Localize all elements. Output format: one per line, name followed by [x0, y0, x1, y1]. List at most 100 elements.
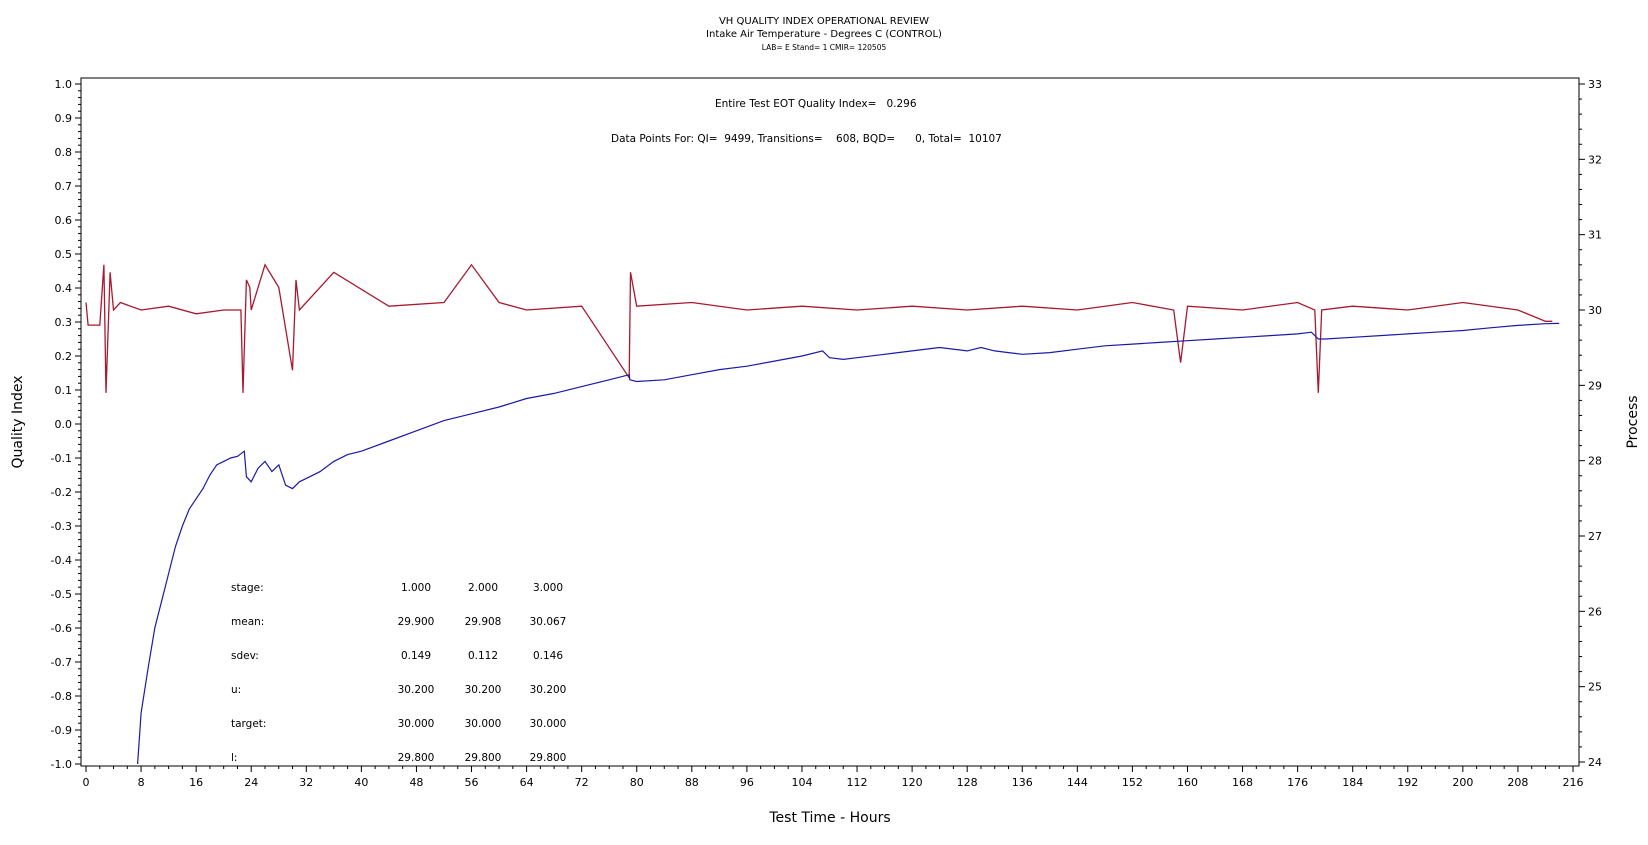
- chart-subtitle: Intake Air Temperature - Degrees C (CONT…: [706, 29, 942, 40]
- x-tick-label: 160: [1177, 776, 1198, 789]
- stats-table: stage: 1.000 2.000 3.000 mean: 29.900 29.908 30…: [231, 582, 566, 764]
- stats-row-label: u:: [231, 684, 241, 696]
- y-axis-left: 1.0 0.9 0.8 0.7 0.6 0.5 0.4 0.3 0.2 0.1 0.0 -0.1 -0.…: [51, 78, 81, 771]
- x-tick-label: 48: [409, 776, 423, 789]
- y-tick-label: -0.8: [51, 690, 72, 703]
- x-tick-label: 80: [630, 776, 644, 789]
- x-tick-label: 128: [957, 776, 978, 789]
- y2-tick-label: 24: [1588, 756, 1602, 769]
- stats-cell: 0.146: [533, 650, 563, 662]
- x-tick-label: 144: [1067, 776, 1088, 789]
- stats-cell: 1.000: [401, 582, 431, 594]
- stats-cell: 30.067: [530, 616, 567, 628]
- x-tick-label: 72: [575, 776, 589, 789]
- y-tick-label: 0.6: [55, 214, 73, 227]
- stats-cell: 30.200: [530, 684, 567, 696]
- x-tick-label: 40: [354, 776, 368, 789]
- y-tick-label: 0.1: [55, 384, 73, 397]
- chart-subtitle-lab: LAB= E Stand= 1 CMIR= 120505: [762, 43, 887, 52]
- stats-cell: 29.900: [398, 616, 435, 628]
- x-tick-label: 64: [520, 776, 534, 789]
- y-tick-label: -0.3: [51, 520, 72, 533]
- y-tick-label: -1.0: [51, 758, 72, 771]
- x-axis: 0 8 16 24 32 40 48 56 64 72 80 88 96 104 112 120 128 136 1…: [83, 766, 1584, 789]
- stats-cell: 30.000: [398, 718, 435, 730]
- x-tick-label: 8: [138, 776, 145, 789]
- y2-tick-label: 25: [1588, 681, 1602, 694]
- stats-row-label: mean:: [231, 616, 264, 628]
- y-tick-label: -0.6: [51, 622, 72, 635]
- y-tick-label: -0.4: [51, 554, 72, 567]
- x-tick-label: 184: [1342, 776, 1363, 789]
- stats-cell: 29.800: [398, 752, 435, 764]
- stats-row-label: l:: [231, 752, 237, 764]
- x-tick-label: 56: [465, 776, 479, 789]
- x-tick-label: 0: [83, 776, 90, 789]
- y-tick-label: 0.9: [55, 112, 73, 125]
- stats-row-label: target:: [231, 718, 266, 730]
- y-tick-label: 0.7: [55, 180, 73, 193]
- y-tick-label: 0.8: [55, 146, 73, 159]
- x-tick-label: 192: [1397, 776, 1418, 789]
- y2-tick-label: 28: [1588, 455, 1602, 468]
- y2-tick-label: 31: [1588, 229, 1602, 242]
- x-tick-label: 216: [1563, 776, 1584, 789]
- y2-tick-label: 30: [1588, 304, 1602, 317]
- stats-cell: 30.000: [465, 718, 502, 730]
- stats-cell: 29.800: [530, 752, 567, 764]
- x-tick-label: 96: [740, 776, 754, 789]
- y-tick-label: 0.0: [55, 418, 73, 431]
- x-tick-label: 136: [1012, 776, 1033, 789]
- y2-tick-label: 27: [1588, 530, 1602, 543]
- series-process-line: [85, 263, 1553, 393]
- y-tick-label: 0.3: [55, 316, 73, 329]
- x-tick-label: 88: [685, 776, 699, 789]
- y2-tick-label: 33: [1588, 78, 1602, 91]
- x-tick-label: 24: [244, 776, 258, 789]
- plot-frame: [80, 77, 1580, 767]
- y-axis-right: 33 32 31 30 29 28 27 26 25 24: [1579, 78, 1602, 769]
- y-tick-label: -0.2: [51, 486, 72, 499]
- stats-cell: 0.149: [401, 650, 431, 662]
- stats-cell: 3.000: [533, 582, 563, 594]
- stats-cell: 29.800: [465, 752, 502, 764]
- y-tick-label: 0.2: [55, 350, 73, 363]
- stats-cell: 2.000: [468, 582, 498, 594]
- y-tick-label: -0.5: [51, 588, 72, 601]
- x-tick-label: 152: [1122, 776, 1143, 789]
- stats-row-label: stage:: [231, 582, 264, 594]
- x-tick-label: 104: [791, 776, 812, 789]
- stats-cell: 30.200: [465, 684, 502, 696]
- x-tick-label: 32: [299, 776, 313, 789]
- y2-tick-label: 29: [1588, 379, 1602, 392]
- x-tick-label: 208: [1507, 776, 1528, 789]
- x-tick-label: 168: [1232, 776, 1253, 789]
- x-tick-label: 200: [1452, 776, 1473, 789]
- x-tick-label: 120: [902, 776, 923, 789]
- y-tick-label: 0.5: [55, 248, 73, 261]
- stats-cell: 30.200: [398, 684, 435, 696]
- y-axis-label: Quality Index: [10, 375, 26, 468]
- plot-series: [85, 263, 1560, 765]
- x-tick-label: 16: [189, 776, 203, 789]
- chart-title: VH QUALITY INDEX OPERATIONAL REVIEW: [719, 16, 929, 27]
- x-axis-label: Test Time - Hours: [768, 810, 890, 826]
- x-tick-label: 112: [847, 776, 868, 789]
- x-tick-label: 176: [1287, 776, 1308, 789]
- stats-row-label: sdev:: [231, 650, 259, 662]
- y-tick-label: 1.0: [55, 78, 73, 91]
- y2-tick-label: 32: [1588, 153, 1602, 166]
- eot-quality-index-note: Entire Test EOT Quality Index= 0.296: [715, 98, 917, 110]
- y-tick-label: 0.4: [55, 282, 73, 295]
- y-tick-label: -0.9: [51, 724, 72, 737]
- y2-axis-label: Process: [1625, 395, 1641, 448]
- stats-cell: 0.112: [468, 650, 498, 662]
- y-tick-label: -0.7: [51, 656, 72, 669]
- y-tick-label: -0.1: [51, 452, 72, 465]
- series-quality-index-line: [137, 322, 1560, 765]
- y2-tick-label: 26: [1588, 605, 1602, 618]
- stats-cell: 30.000: [530, 718, 567, 730]
- data-points-note: Data Points For: QI= 9499, Transitions= …: [611, 133, 1002, 145]
- stats-cell: 29.908: [465, 616, 502, 628]
